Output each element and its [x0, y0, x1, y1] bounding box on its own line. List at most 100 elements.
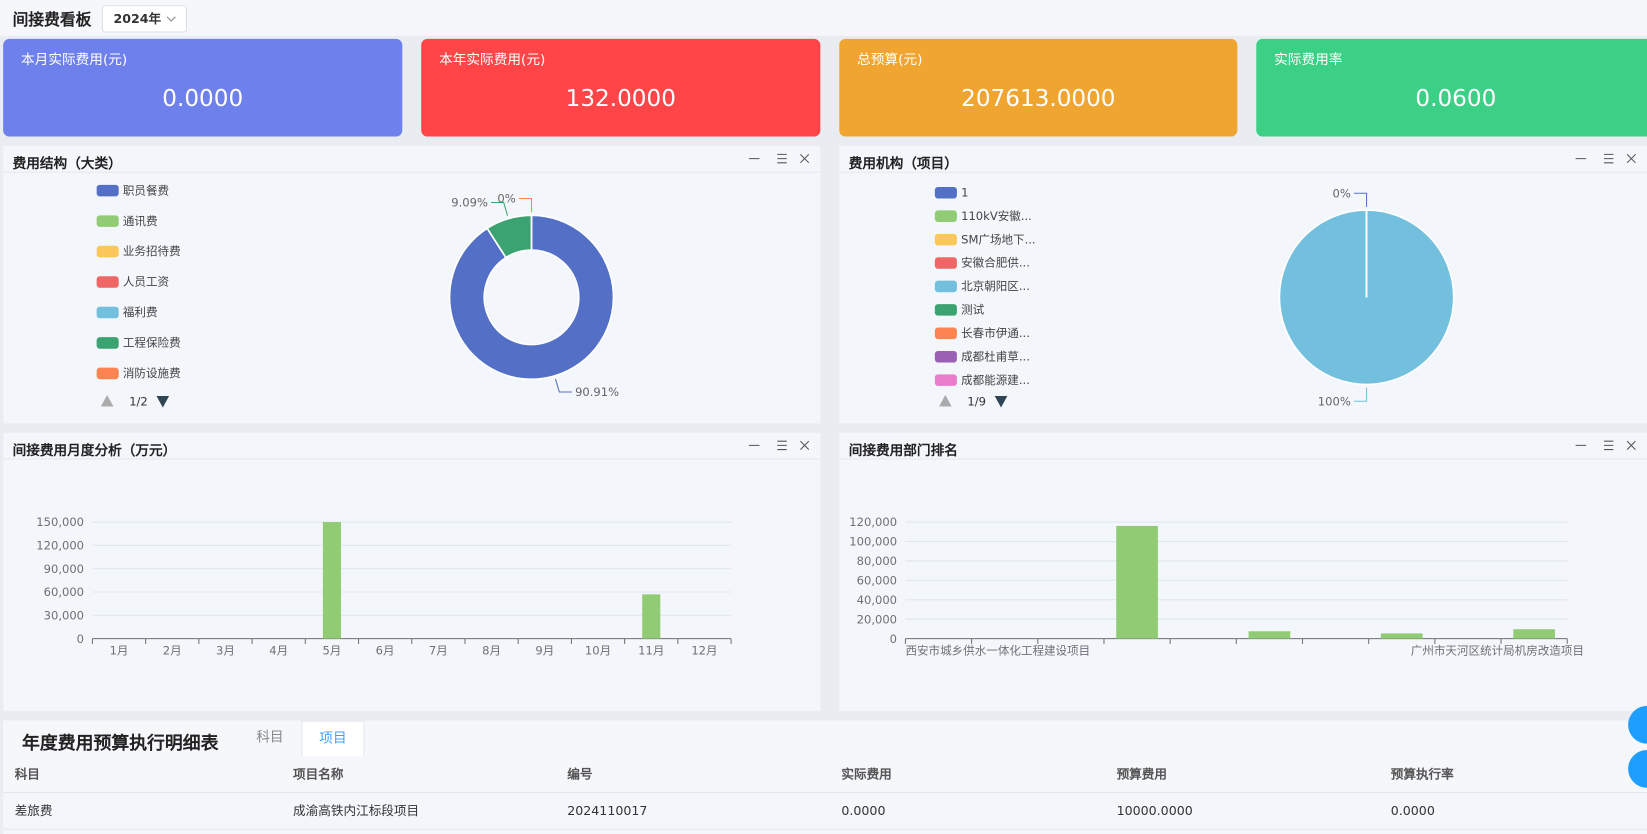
close-button[interactable] — [1626, 154, 1636, 164]
bar — [1248, 631, 1291, 639]
x-tick-label: 10月 — [585, 643, 611, 657]
legend-swatch — [934, 327, 957, 340]
pie-slice — [448, 214, 615, 380]
chart: 间接费用月度分析（万元） 0 30,000 60,000 90,000 120,000 15… — [3, 440, 821, 657]
legend-label: 安徽合肥供... — [961, 256, 1030, 270]
legend-page: 1/2 — [129, 394, 148, 408]
y-tick-label: 100,000 — [849, 535, 897, 549]
close-button[interactable] — [800, 154, 810, 164]
label-line — [1353, 192, 1368, 207]
kpi-label: 总预算(元) — [857, 52, 923, 69]
chart-panel: 间接费用月度分析（万元） 0 30,000 60,000 90,000 120,000 15… — [3, 432, 821, 712]
tab[interactable]: 科目 — [256, 730, 284, 746]
legend-swatch — [934, 210, 957, 222]
x-tick-label: 9月 — [535, 643, 554, 657]
chart-title: 间接费用月度分析（万元） — [13, 442, 177, 459]
y-tick-label: 90,000 — [44, 562, 84, 576]
legend-swatch — [934, 304, 957, 316]
legend-label: SM广场地下... — [961, 232, 1035, 246]
kpi-label: 本月实际费用(元) — [21, 52, 128, 69]
chart-title: 费用机构（项目） — [849, 155, 958, 172]
kpi-value: 0.0600 — [1415, 86, 1497, 113]
y-tick-label: 80,000 — [857, 554, 897, 568]
legend-swatch — [96, 306, 119, 319]
y-tick-label: 0 — [77, 632, 84, 646]
cell: 成渝高铁内江标段项目 — [293, 803, 420, 819]
y-tick-label: 150,000 — [36, 515, 84, 529]
legend-label: 职员餐费 — [123, 183, 169, 197]
legend-swatch — [934, 186, 957, 199]
bar — [1380, 633, 1423, 639]
tab-active[interactable]: 项目 — [301, 720, 365, 759]
kpi-value: 132.0000 — [565, 86, 676, 113]
data-label: 100% — [1318, 394, 1351, 408]
y-tick-label: 30,000 — [44, 609, 84, 623]
legend-label: 福利费 — [123, 305, 158, 319]
close-button[interactable] — [1626, 440, 1636, 450]
bar — [322, 522, 341, 639]
cell: 差旅费 — [14, 803, 53, 819]
legend-page-down[interactable] — [994, 396, 1008, 408]
chart-title: 费用结构（大类） — [13, 155, 122, 172]
legend-label: 长春市伊通... — [961, 326, 1030, 340]
year-select[interactable]: 2024年 — [101, 5, 187, 33]
legend-label: 北京朝阳区... — [961, 279, 1030, 293]
data-label: 0% — [497, 192, 515, 206]
dropdown-arrow — [166, 16, 176, 22]
kpi-card: 本月实际费用(元) 0.0000 — [3, 38, 403, 137]
label-line — [518, 198, 533, 213]
cell: 10000.0000 — [1116, 803, 1193, 819]
x-tick-label: 12月 — [691, 643, 717, 657]
chart-title: 间接费用部门排名 — [849, 442, 958, 459]
label-line — [1353, 387, 1368, 402]
legend-label: 110kV安徽... — [961, 209, 1032, 223]
x-tick-label: 8月 — [482, 643, 501, 657]
header: 间接费看板 2024年 — [0, 0, 1647, 36]
page-title: 间接费看板 — [12, 10, 92, 30]
legend-swatch — [934, 374, 957, 386]
column-header: 实际费用 — [841, 766, 892, 782]
cell: 0.0000 — [841, 803, 886, 819]
legend-page-up[interactable] — [100, 394, 114, 407]
legend-label: 成都杜甫草... — [961, 349, 1030, 363]
chart: 费用机构（项目）1 110kV安徽... SM广场地下... 安徽合肥供... 北京朝阳… — [839, 153, 1647, 408]
x-tick-label: 7月 — [429, 643, 448, 657]
legend-label: 业务招待费 — [123, 244, 181, 258]
x-tick-label: 11月 — [638, 643, 664, 657]
legend-label: 消防设施费 — [123, 366, 181, 380]
data-label: 90.91% — [575, 385, 619, 399]
chart: 间接费用部门排名 0 20,000 40,000 60,000 80,000 100,000… — [839, 440, 1647, 657]
legend-swatch — [934, 233, 957, 246]
menu-button[interactable] — [777, 153, 787, 164]
kpi-value: 0.0000 — [162, 86, 244, 113]
column-header: 项目名称 — [293, 766, 344, 782]
y-tick-label: 120,000 — [849, 515, 897, 529]
cell: 0.0000 — [1390, 803, 1435, 819]
column-header: 科目 — [14, 766, 40, 782]
bar — [1513, 629, 1555, 639]
x-tick-label: 2月 — [163, 643, 182, 657]
y-tick-label: 60,000 — [857, 574, 897, 588]
chat-button[interactable] — [1628, 749, 1647, 788]
menu-button[interactable] — [1603, 153, 1614, 164]
legend-page: 1/9 — [967, 394, 986, 408]
legend-page-down[interactable] — [156, 396, 170, 408]
x-tick-label: 西安市城乡供水一体化工程建设项目 — [905, 643, 1090, 657]
legend-label: 1 — [961, 185, 968, 199]
legend-page-up[interactable] — [939, 394, 952, 407]
close-button[interactable] — [800, 440, 810, 450]
legend-label: 测试 — [961, 303, 985, 317]
float-button[interactable] — [1628, 705, 1647, 744]
legend-label: 人员工资 — [123, 275, 169, 289]
y-tick-label: 40,000 — [857, 593, 897, 607]
table-header: 科目 项目名称 编号 实际费用 预算费用 预算执行率 — [3, 756, 1647, 794]
chart-panel: 间接费用部门排名 0 20,000 40,000 60,000 80,000 100,000… — [839, 432, 1647, 712]
y-tick-label: 120,000 — [36, 539, 84, 553]
label-line — [554, 378, 572, 393]
menu-button[interactable] — [1603, 440, 1614, 451]
menu-button[interactable] — [777, 440, 787, 451]
x-tick-label: 1月 — [110, 643, 129, 657]
